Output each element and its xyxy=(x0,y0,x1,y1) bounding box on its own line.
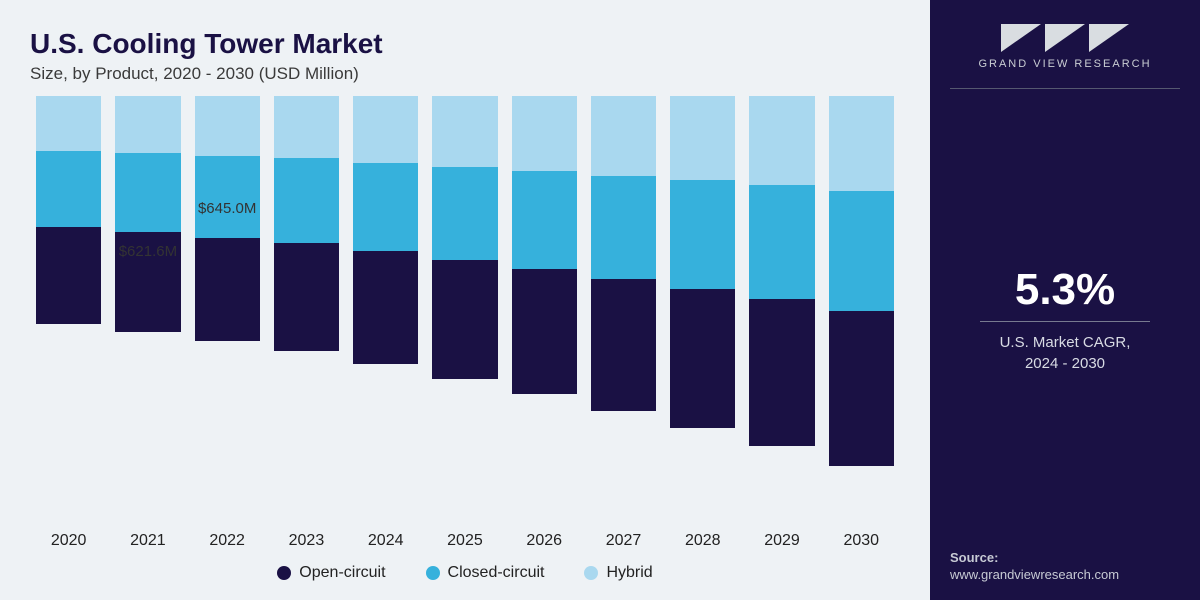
segment-hybrid xyxy=(353,96,418,163)
brand-block: GRAND VIEW RESEARCH xyxy=(950,24,1180,70)
x-tick-label: 2020 xyxy=(36,532,101,550)
bar-stack xyxy=(749,96,814,446)
segment-hybrid xyxy=(749,96,814,185)
chart-title: U.S. Cooling Tower Market xyxy=(30,28,900,60)
bar-column xyxy=(274,96,339,526)
chart-plot-area: $621.6M $645.0M xyxy=(30,96,900,526)
segment-open-circuit xyxy=(432,260,497,379)
bar-stack xyxy=(274,96,339,351)
cagr-caption: U.S. Market CAGR, 2024 - 2030 xyxy=(1000,332,1131,374)
brand-logo-icon xyxy=(1001,24,1129,52)
bar-column xyxy=(670,96,735,526)
legend-label: Open-circuit xyxy=(299,564,385,582)
legend-swatch-icon xyxy=(426,566,440,580)
bar-column xyxy=(432,96,497,526)
legend-swatch-icon xyxy=(584,566,598,580)
legend-item-open-circuit: Open-circuit xyxy=(277,564,385,582)
bar-column: $645.0M xyxy=(195,96,260,526)
segment-open-circuit xyxy=(591,279,656,411)
segment-hybrid xyxy=(591,96,656,176)
bar-column xyxy=(512,96,577,526)
bar-column xyxy=(749,96,814,526)
bar-column xyxy=(829,96,894,526)
segment-closed-circuit xyxy=(195,156,260,238)
segment-open-circuit xyxy=(36,227,101,324)
x-axis: 2020 2021 2022 2023 2024 2025 2026 2027 2028 2029… xyxy=(30,532,900,550)
segment-closed-circuit xyxy=(274,158,339,243)
x-tick-label: 2025 xyxy=(432,532,497,550)
segment-closed-circuit xyxy=(591,176,656,279)
source-url: www.grandviewresearch.com xyxy=(950,567,1180,582)
bar-value-callout: $645.0M xyxy=(198,200,256,217)
segment-open-circuit xyxy=(829,311,894,466)
segment-hybrid xyxy=(36,96,101,151)
legend: Open-circuit Closed-circuit Hybrid xyxy=(30,564,900,582)
x-tick-label: 2021 xyxy=(115,532,180,550)
segment-open-circuit xyxy=(195,238,260,341)
segment-closed-circuit xyxy=(115,153,180,232)
bar-stack xyxy=(670,96,735,428)
segment-closed-circuit xyxy=(670,180,735,289)
bar-column xyxy=(36,96,101,526)
segment-closed-circuit xyxy=(829,191,894,312)
metric-block: 5.3% U.S. Market CAGR, 2024 - 2030 xyxy=(950,89,1180,550)
segment-hybrid xyxy=(115,96,180,153)
x-tick-label: 2022 xyxy=(195,532,260,550)
chart-panel: U.S. Cooling Tower Market Size, by Produ… xyxy=(0,0,930,600)
bar-stack xyxy=(195,96,260,341)
bar-stack xyxy=(829,96,894,466)
segment-closed-circuit xyxy=(36,151,101,227)
x-tick-label: 2030 xyxy=(829,532,894,550)
segment-hybrid xyxy=(432,96,497,167)
segment-closed-circuit xyxy=(512,171,577,269)
segment-hybrid xyxy=(670,96,735,180)
x-tick-label: 2026 xyxy=(512,532,577,550)
segment-closed-circuit xyxy=(749,185,814,299)
bar-stack xyxy=(591,96,656,411)
sidebar-panel: GRAND VIEW RESEARCH 5.3% U.S. Market CAG… xyxy=(930,0,1200,600)
segment-hybrid xyxy=(195,96,260,156)
bar-group: $621.6M $645.0M xyxy=(30,96,900,526)
bar-column: $621.6M xyxy=(115,96,180,526)
bar-stack xyxy=(512,96,577,394)
legend-label: Closed-circuit xyxy=(448,564,545,582)
segment-closed-circuit xyxy=(432,167,497,260)
legend-item-closed-circuit: Closed-circuit xyxy=(426,564,545,582)
x-tick-label: 2023 xyxy=(274,532,339,550)
x-tick-label: 2027 xyxy=(591,532,656,550)
segment-open-circuit xyxy=(749,299,814,446)
bar-column xyxy=(591,96,656,526)
segment-open-circuit xyxy=(274,243,339,351)
bar-column xyxy=(353,96,418,526)
segment-open-circuit xyxy=(670,289,735,428)
legend-item-hybrid: Hybrid xyxy=(584,564,652,582)
bar-value-callout: $621.6M xyxy=(119,243,177,260)
segment-closed-circuit xyxy=(353,163,418,252)
x-tick-label: 2029 xyxy=(749,532,814,550)
legend-label: Hybrid xyxy=(606,564,652,582)
segment-open-circuit xyxy=(353,251,418,364)
brand-name: GRAND VIEW RESEARCH xyxy=(978,58,1151,70)
x-tick-label: 2028 xyxy=(670,532,735,550)
bar-stack xyxy=(353,96,418,364)
segment-open-circuit xyxy=(512,269,577,394)
segment-hybrid xyxy=(274,96,339,158)
source-block: Source: www.grandviewresearch.com xyxy=(950,550,1180,582)
bar-stack xyxy=(115,96,180,332)
chart-subtitle: Size, by Product, 2020 - 2030 (USD Milli… xyxy=(30,64,900,84)
segment-hybrid xyxy=(829,96,894,191)
x-tick-label: 2024 xyxy=(353,532,418,550)
segment-hybrid xyxy=(512,96,577,171)
bar-stack xyxy=(432,96,497,379)
source-label: Source: xyxy=(950,550,1180,565)
divider xyxy=(980,321,1150,322)
legend-swatch-icon xyxy=(277,566,291,580)
bar-stack xyxy=(36,96,101,324)
cagr-value: 5.3% xyxy=(1015,265,1115,315)
